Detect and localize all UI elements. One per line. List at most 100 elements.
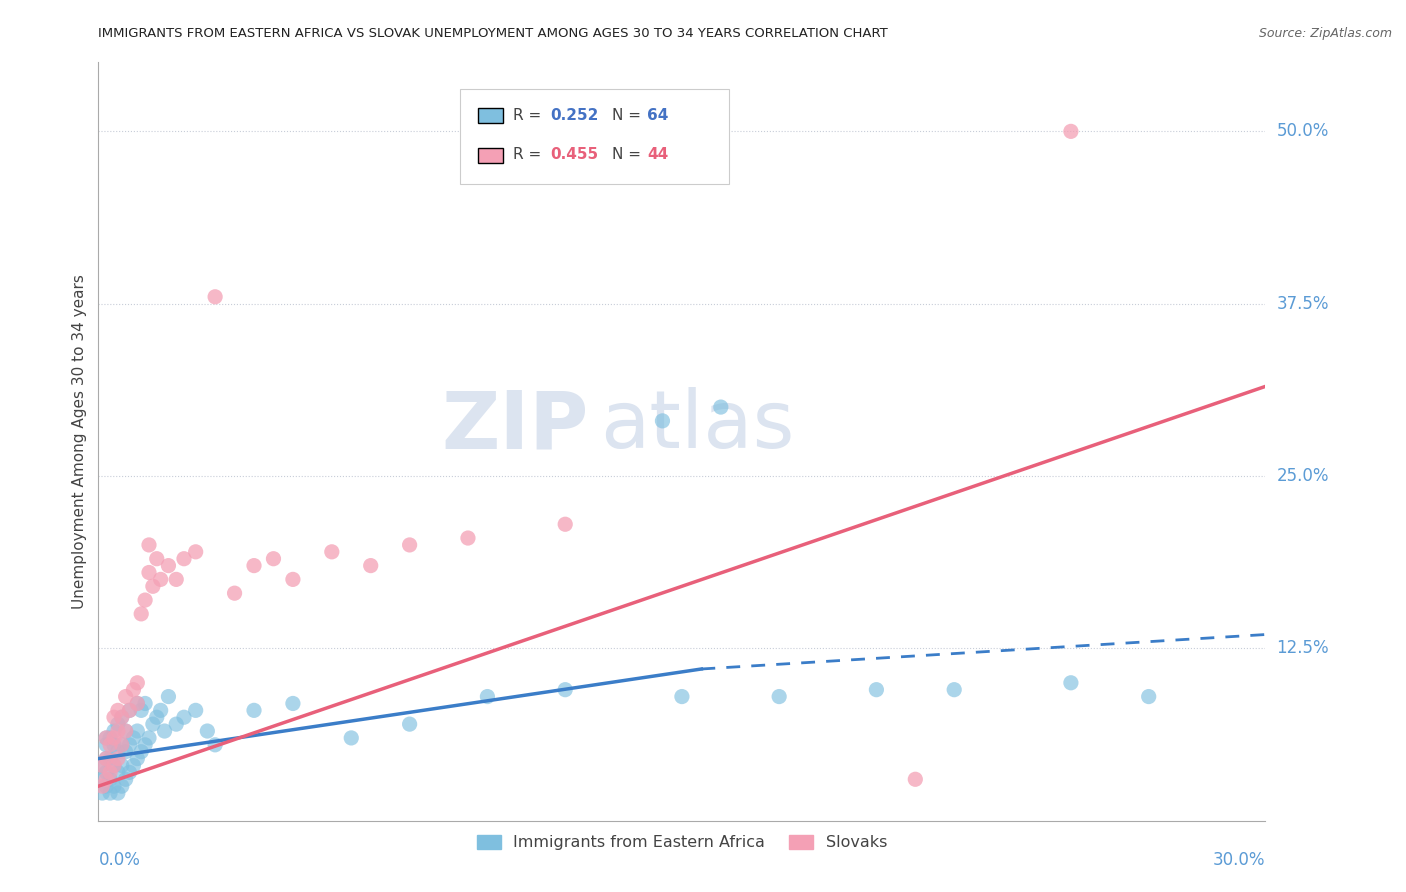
Point [904, 772, 927, 787]
Point [118, 703, 141, 717]
Text: 25.0%: 25.0% [1277, 467, 1329, 485]
Legend: Immigrants from Eastern Africa, Slovaks: Immigrants from Eastern Africa, Slovaks [468, 827, 896, 858]
Point [111, 710, 134, 724]
Point [153, 724, 176, 739]
Text: Source: ZipAtlas.com: Source: ZipAtlas.com [1258, 27, 1392, 40]
Point [91, 779, 114, 793]
Point [96, 731, 118, 745]
Point [149, 573, 172, 587]
Point [122, 682, 145, 697]
Point [146, 710, 169, 724]
Point [165, 717, 187, 731]
Point [96, 738, 118, 752]
Text: 0.0%: 0.0% [98, 851, 141, 869]
Point [142, 579, 165, 593]
Point [340, 731, 363, 745]
Point [134, 697, 156, 711]
Text: 64: 64 [647, 108, 668, 123]
Point [103, 710, 125, 724]
Point [103, 758, 125, 772]
Point [103, 731, 125, 745]
Point [114, 690, 136, 704]
Point [138, 731, 160, 745]
FancyBboxPatch shape [478, 147, 503, 162]
Point [103, 738, 125, 752]
Point [865, 682, 887, 697]
Point [107, 717, 129, 731]
Point [165, 573, 187, 587]
Point [134, 738, 156, 752]
Point [114, 724, 136, 739]
Text: 30.0%: 30.0% [1213, 851, 1265, 869]
Point [103, 758, 125, 772]
Point [91, 772, 114, 787]
Point [651, 414, 673, 428]
Point [107, 786, 129, 800]
Point [671, 690, 693, 704]
Point [98, 786, 121, 800]
Point [138, 538, 160, 552]
Point [184, 703, 207, 717]
Point [114, 724, 136, 739]
Point [360, 558, 382, 573]
Text: R =: R = [513, 108, 546, 123]
Point [107, 765, 129, 780]
Point [262, 551, 284, 566]
Point [107, 724, 129, 739]
Point [107, 703, 129, 717]
Point [127, 724, 149, 739]
Point [107, 751, 129, 765]
Point [173, 710, 195, 724]
Point [1060, 675, 1083, 690]
Point [149, 703, 172, 717]
Point [127, 697, 149, 711]
Point [710, 400, 733, 414]
Point [103, 724, 125, 739]
Point [118, 738, 141, 752]
Point [111, 710, 134, 724]
Point [96, 751, 118, 765]
Text: N =: N = [612, 108, 645, 123]
Point [1137, 690, 1160, 704]
Point [129, 745, 152, 759]
Point [554, 682, 576, 697]
Point [98, 765, 121, 780]
Text: N =: N = [612, 147, 645, 162]
Text: 0.455: 0.455 [550, 147, 598, 162]
Point [204, 290, 226, 304]
Point [146, 551, 169, 566]
Point [122, 731, 145, 745]
Point [98, 738, 121, 752]
Point [114, 772, 136, 787]
Point [457, 531, 479, 545]
Point [204, 738, 226, 752]
Point [768, 690, 790, 704]
Point [103, 779, 125, 793]
Point [129, 703, 152, 717]
Point [138, 566, 160, 580]
Point [107, 745, 129, 759]
Point [157, 690, 180, 704]
Point [321, 545, 343, 559]
Point [142, 717, 165, 731]
Point [111, 758, 134, 772]
Point [243, 558, 266, 573]
Point [98, 731, 121, 745]
Y-axis label: Unemployment Among Ages 30 to 34 years: Unemployment Among Ages 30 to 34 years [72, 274, 87, 609]
Text: 37.5%: 37.5% [1277, 294, 1329, 313]
Text: R =: R = [513, 147, 546, 162]
Point [111, 738, 134, 752]
Point [122, 758, 145, 772]
Text: 12.5%: 12.5% [1277, 640, 1329, 657]
Point [127, 751, 149, 765]
Point [111, 738, 134, 752]
Point [184, 545, 207, 559]
Point [118, 703, 141, 717]
Point [96, 751, 118, 765]
Point [114, 745, 136, 759]
Point [195, 724, 218, 739]
Point [243, 703, 266, 717]
Point [127, 675, 149, 690]
Point [91, 758, 114, 772]
Point [398, 538, 420, 552]
